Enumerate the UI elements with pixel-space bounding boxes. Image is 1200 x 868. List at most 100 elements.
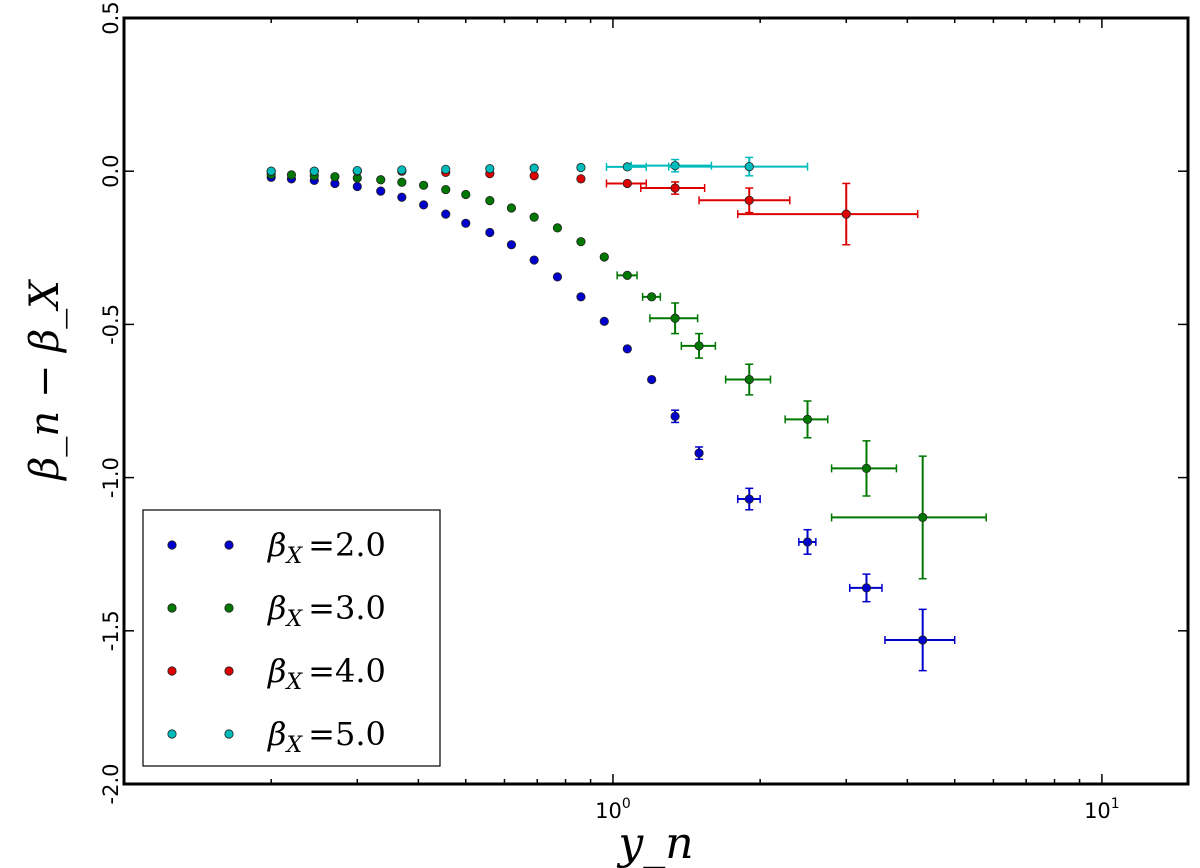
series-2 <box>266 169 987 580</box>
data-point <box>529 255 539 265</box>
data-point <box>397 177 407 187</box>
data-point <box>694 341 704 351</box>
y-tick-label: -1.5 <box>99 610 123 651</box>
data-point <box>744 494 754 504</box>
data-point <box>670 183 680 193</box>
data-point <box>352 181 362 192</box>
data-point <box>861 583 872 593</box>
legend-value: =2.0 <box>308 526 386 564</box>
data-point <box>802 414 813 424</box>
data-point <box>461 218 471 228</box>
data-point <box>622 162 632 172</box>
legend-marker <box>224 666 234 676</box>
data-layer <box>266 156 987 672</box>
y-axis-label: β_n − β_X <box>22 279 68 482</box>
legend-beta-symbol: β <box>267 715 287 753</box>
data-point <box>286 170 297 180</box>
legend-marker <box>167 540 177 550</box>
data-point <box>376 186 386 196</box>
legend-subscript: X <box>285 544 304 569</box>
y-tick-label: -0.5 <box>99 304 123 345</box>
legend-label: βX =3.0 <box>267 589 386 632</box>
data-point <box>918 635 928 645</box>
data-point <box>461 189 471 200</box>
data-point <box>266 166 276 176</box>
legend-marker <box>224 729 234 739</box>
data-point <box>419 180 429 190</box>
data-point <box>841 209 851 219</box>
data-point <box>802 537 813 547</box>
legend-marker <box>224 540 234 550</box>
x-tick-exponent: 1 <box>1111 796 1120 812</box>
data-point <box>352 165 362 176</box>
data-point <box>918 512 928 523</box>
data-point <box>441 164 451 174</box>
data-point <box>529 163 539 173</box>
legend-marker <box>167 603 177 613</box>
y-tick-label: -1.0 <box>99 457 123 498</box>
data-point <box>506 203 517 213</box>
data-point <box>744 195 754 205</box>
data-point <box>670 411 680 421</box>
data-point <box>397 192 407 202</box>
series-4 <box>266 156 809 177</box>
data-point <box>529 212 539 222</box>
data-point <box>330 172 340 182</box>
data-point <box>376 175 386 185</box>
legend-subscript: X <box>285 607 304 632</box>
x-tick-base: 10 <box>1084 799 1111 823</box>
legend-label: βX =4.0 <box>267 652 386 695</box>
legend-value: =4.0 <box>308 652 386 690</box>
x-tick-label: 100 <box>595 796 631 823</box>
data-point <box>576 292 586 302</box>
data-point <box>647 374 657 385</box>
data-point <box>744 374 754 385</box>
x-tick-base: 10 <box>595 799 622 823</box>
data-point <box>441 209 451 219</box>
series-1 <box>266 172 956 672</box>
x-axis: 100 101 <box>123 18 1120 823</box>
x-tick-exponent: 0 <box>622 796 631 812</box>
data-point <box>552 272 563 282</box>
x-axis-label: y_n <box>616 818 693 868</box>
legend: βX =2.0βX =3.0βX =4.0βX =5.0 <box>142 509 441 767</box>
data-point <box>599 252 609 262</box>
x-tick-label: 101 <box>1084 796 1120 823</box>
data-point <box>397 165 407 175</box>
data-point <box>599 316 609 326</box>
legend-value: =5.0 <box>308 715 386 753</box>
data-point <box>529 171 539 181</box>
legend-label: βX =5.0 <box>267 715 386 758</box>
data-point <box>485 227 495 238</box>
y-tick-label: -2.0 <box>99 764 123 805</box>
data-point <box>694 448 704 458</box>
data-point <box>309 166 319 176</box>
legend-box <box>142 509 441 767</box>
data-point <box>506 240 517 250</box>
data-point <box>622 270 632 280</box>
data-point <box>576 162 586 173</box>
legend-marker <box>167 666 177 676</box>
y-axis: 0.5 0.0 -0.5 -1.0 -1.5 -2.0 <box>99 1 1188 804</box>
legend-subscript: X <box>285 670 304 695</box>
legend-subscript: X <box>285 733 304 758</box>
data-point <box>576 237 586 247</box>
data-point <box>441 184 451 195</box>
legend-marker <box>224 603 234 613</box>
legend-value: =3.0 <box>308 589 386 627</box>
data-point <box>576 174 586 184</box>
y-tick-label: 0.5 <box>99 1 123 34</box>
data-point <box>419 200 429 210</box>
legend-label: βX =2.0 <box>267 526 386 569</box>
data-point <box>861 463 872 474</box>
data-point <box>744 162 754 172</box>
data-point <box>552 223 563 233</box>
data-point <box>622 178 632 189</box>
legend-beta-symbol: β <box>267 652 287 690</box>
legend-marker <box>167 729 177 739</box>
data-point <box>670 313 680 323</box>
data-point <box>647 292 657 302</box>
data-point <box>622 344 632 354</box>
y-tick-label: 0.0 <box>99 154 123 187</box>
